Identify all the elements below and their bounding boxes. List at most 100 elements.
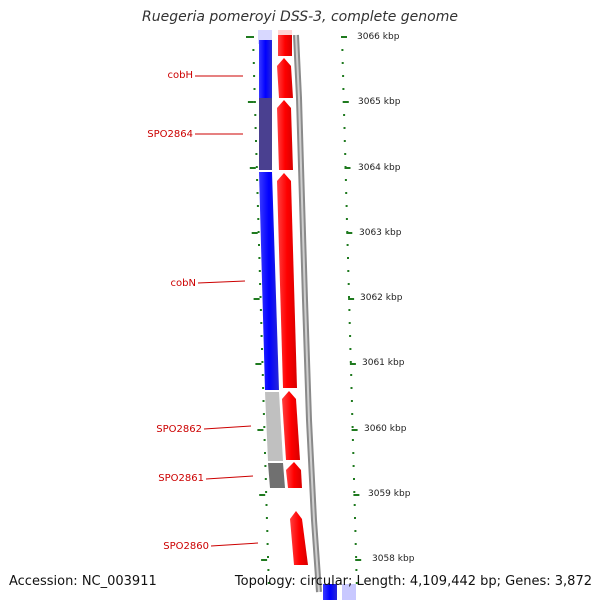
gene-arrow (277, 173, 297, 388)
minor-tick (265, 517, 268, 519)
minor-tick (345, 218, 348, 220)
minor-tick (265, 504, 268, 506)
minor-tick (351, 439, 354, 441)
major-tick (259, 494, 266, 496)
gene-cobH-block (259, 40, 272, 98)
minor-tick (343, 140, 346, 142)
kbp-label: 3066 kbp (357, 32, 400, 42)
gene-leader-line (210, 542, 259, 547)
minor-tick (260, 335, 263, 337)
major-tick (246, 36, 252, 38)
minor-tick (353, 478, 355, 480)
minor-tick (264, 465, 267, 467)
minor-tick (347, 270, 350, 272)
minor-tick (258, 257, 261, 259)
minor-tick (256, 192, 259, 194)
minor-tick (258, 244, 260, 246)
minor-tick (347, 283, 350, 285)
major-tick (353, 494, 360, 496)
gene-SPO2861-block (268, 463, 285, 488)
minor-tick (266, 543, 269, 545)
minor-tick (261, 361, 264, 363)
major-tick (247, 101, 254, 103)
minor-tick (254, 114, 257, 116)
minor-tick (341, 62, 344, 64)
minor-tick (255, 140, 257, 142)
gene-arrow (282, 391, 300, 460)
kbp-label: 3064 kbp (358, 163, 401, 173)
minor-tick (253, 101, 256, 103)
accession-text: Accession: NC_003911 (9, 574, 157, 589)
minor-tick (343, 127, 346, 129)
gene-label-cobN: cobN (171, 278, 196, 289)
minor-tick (348, 296, 350, 298)
minor-tick (351, 413, 354, 415)
minor-tick (259, 283, 262, 285)
gene-labels: cobH SPO2864 cobN SPO2862 SPO2861 SPO286… (147, 70, 259, 552)
major-tick (255, 363, 262, 365)
minor-tick (252, 36, 254, 38)
kbp-label: 3061 kbp (362, 358, 405, 368)
minor-tick (347, 257, 349, 259)
forward-strand-genes (277, 35, 308, 565)
minor-tick (343, 114, 346, 116)
minor-tick (256, 179, 259, 181)
reverse-strand-genes (259, 40, 285, 488)
minor-tick (348, 322, 351, 324)
minor-tick (261, 374, 264, 376)
minor-tick (259, 296, 262, 298)
minor-tick (353, 504, 356, 506)
minor-tick (345, 205, 348, 207)
major-tick (351, 429, 358, 431)
minor-tick (354, 543, 357, 545)
major-tick (355, 559, 362, 561)
gene-leader-line (203, 425, 252, 430)
gene-label-SPO2861: SPO2861 (158, 473, 204, 484)
minor-tick (349, 335, 352, 337)
inner-tick-column (246, 36, 270, 584)
minor-tick (266, 530, 269, 532)
minor-tick (265, 491, 268, 493)
minor-tick (252, 62, 255, 64)
minor-tick (255, 166, 258, 168)
gene-SPO2864-block (259, 98, 272, 170)
kbp-labels: 3066 kbp 3065 kbp 3064 kbp 3063 kbp 3062… (357, 32, 415, 564)
genome-summary-text: Topology: circular; Length: 4,109,442 bp… (234, 574, 592, 589)
minor-tick (354, 530, 357, 532)
minor-tick (344, 153, 347, 155)
minor-tick (254, 127, 257, 129)
major-tick (346, 232, 353, 234)
gene-leader-line (197, 280, 246, 284)
minor-tick (263, 439, 266, 441)
minor-tick (262, 400, 265, 402)
gene-arrow (290, 511, 308, 565)
kbp-label: 3065 kbp (358, 97, 401, 107)
minor-tick (341, 49, 344, 51)
major-tick (341, 36, 347, 38)
minor-tick (344, 179, 347, 181)
minor-tick (252, 49, 255, 51)
kbp-label: 3058 kbp (372, 554, 415, 564)
outer-tick-column (341, 36, 362, 584)
gene-label-cobH: cobH (168, 70, 193, 81)
minor-tick (263, 426, 266, 428)
minor-tick (260, 322, 263, 324)
minor-tick (264, 478, 267, 480)
minor-tick (352, 465, 355, 467)
gene-arrow (278, 35, 292, 56)
major-tick (342, 101, 349, 103)
kbp-label: 3062 kbp (360, 293, 403, 303)
minor-tick (267, 556, 269, 558)
gene-label-SPO2860: SPO2860 (163, 541, 209, 552)
minor-tick (350, 374, 353, 376)
gene-cobN-block (259, 172, 279, 390)
minor-tick (350, 400, 353, 402)
minor-tick (257, 218, 260, 220)
gene-label-SPO2862: SPO2862 (156, 424, 202, 435)
major-tick (348, 298, 355, 300)
minor-tick (354, 517, 356, 519)
minor-tick (264, 452, 266, 454)
minor-tick (352, 452, 355, 454)
minor-tick (267, 569, 270, 571)
